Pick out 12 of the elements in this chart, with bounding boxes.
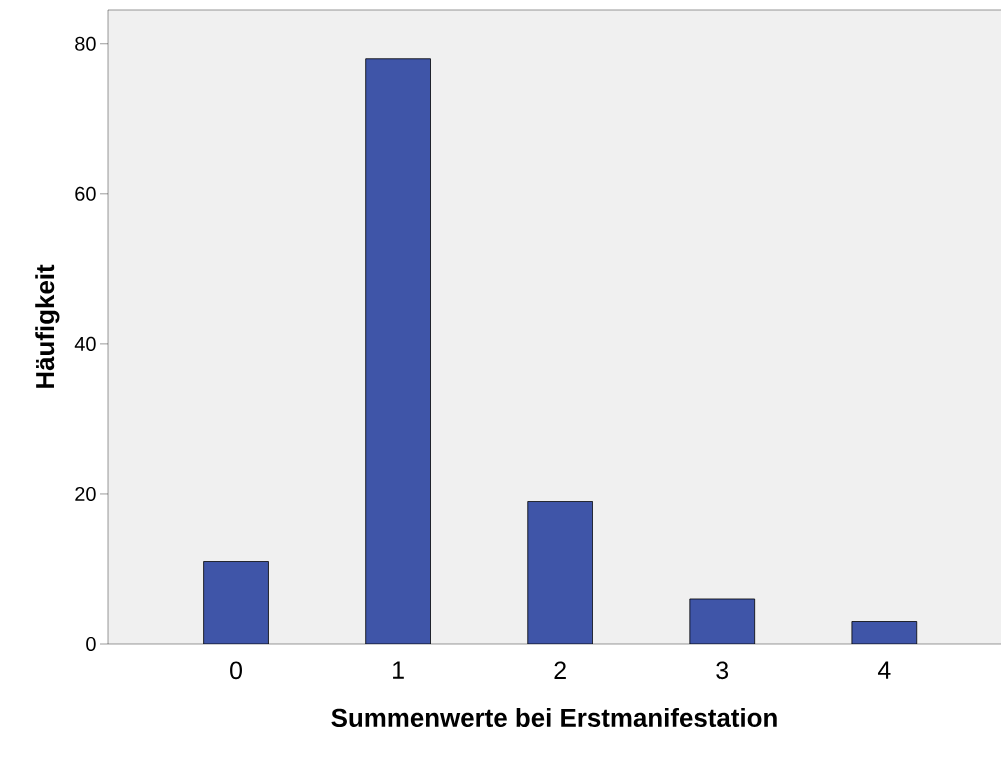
x-axis-title: Summenwerte bei Erstmanifestation: [331, 708, 777, 728]
y-axis-title: Häufigkeit: [35, 264, 60, 388]
x-tick-label: 4: [877, 661, 891, 679]
x-tick-label: 1: [393, 661, 404, 679]
y-tick-label: 80: [75, 36, 96, 51]
x-tick-label: 3: [716, 661, 729, 680]
x-tick-label: 2: [554, 661, 566, 679]
x-tick-label: 0: [230, 661, 242, 680]
y-tick-label: 20: [75, 486, 96, 501]
y-tick-label: 60: [75, 186, 96, 201]
y-tick-label: 0: [86, 636, 96, 652]
y-tick-label: 40: [74, 336, 96, 351]
